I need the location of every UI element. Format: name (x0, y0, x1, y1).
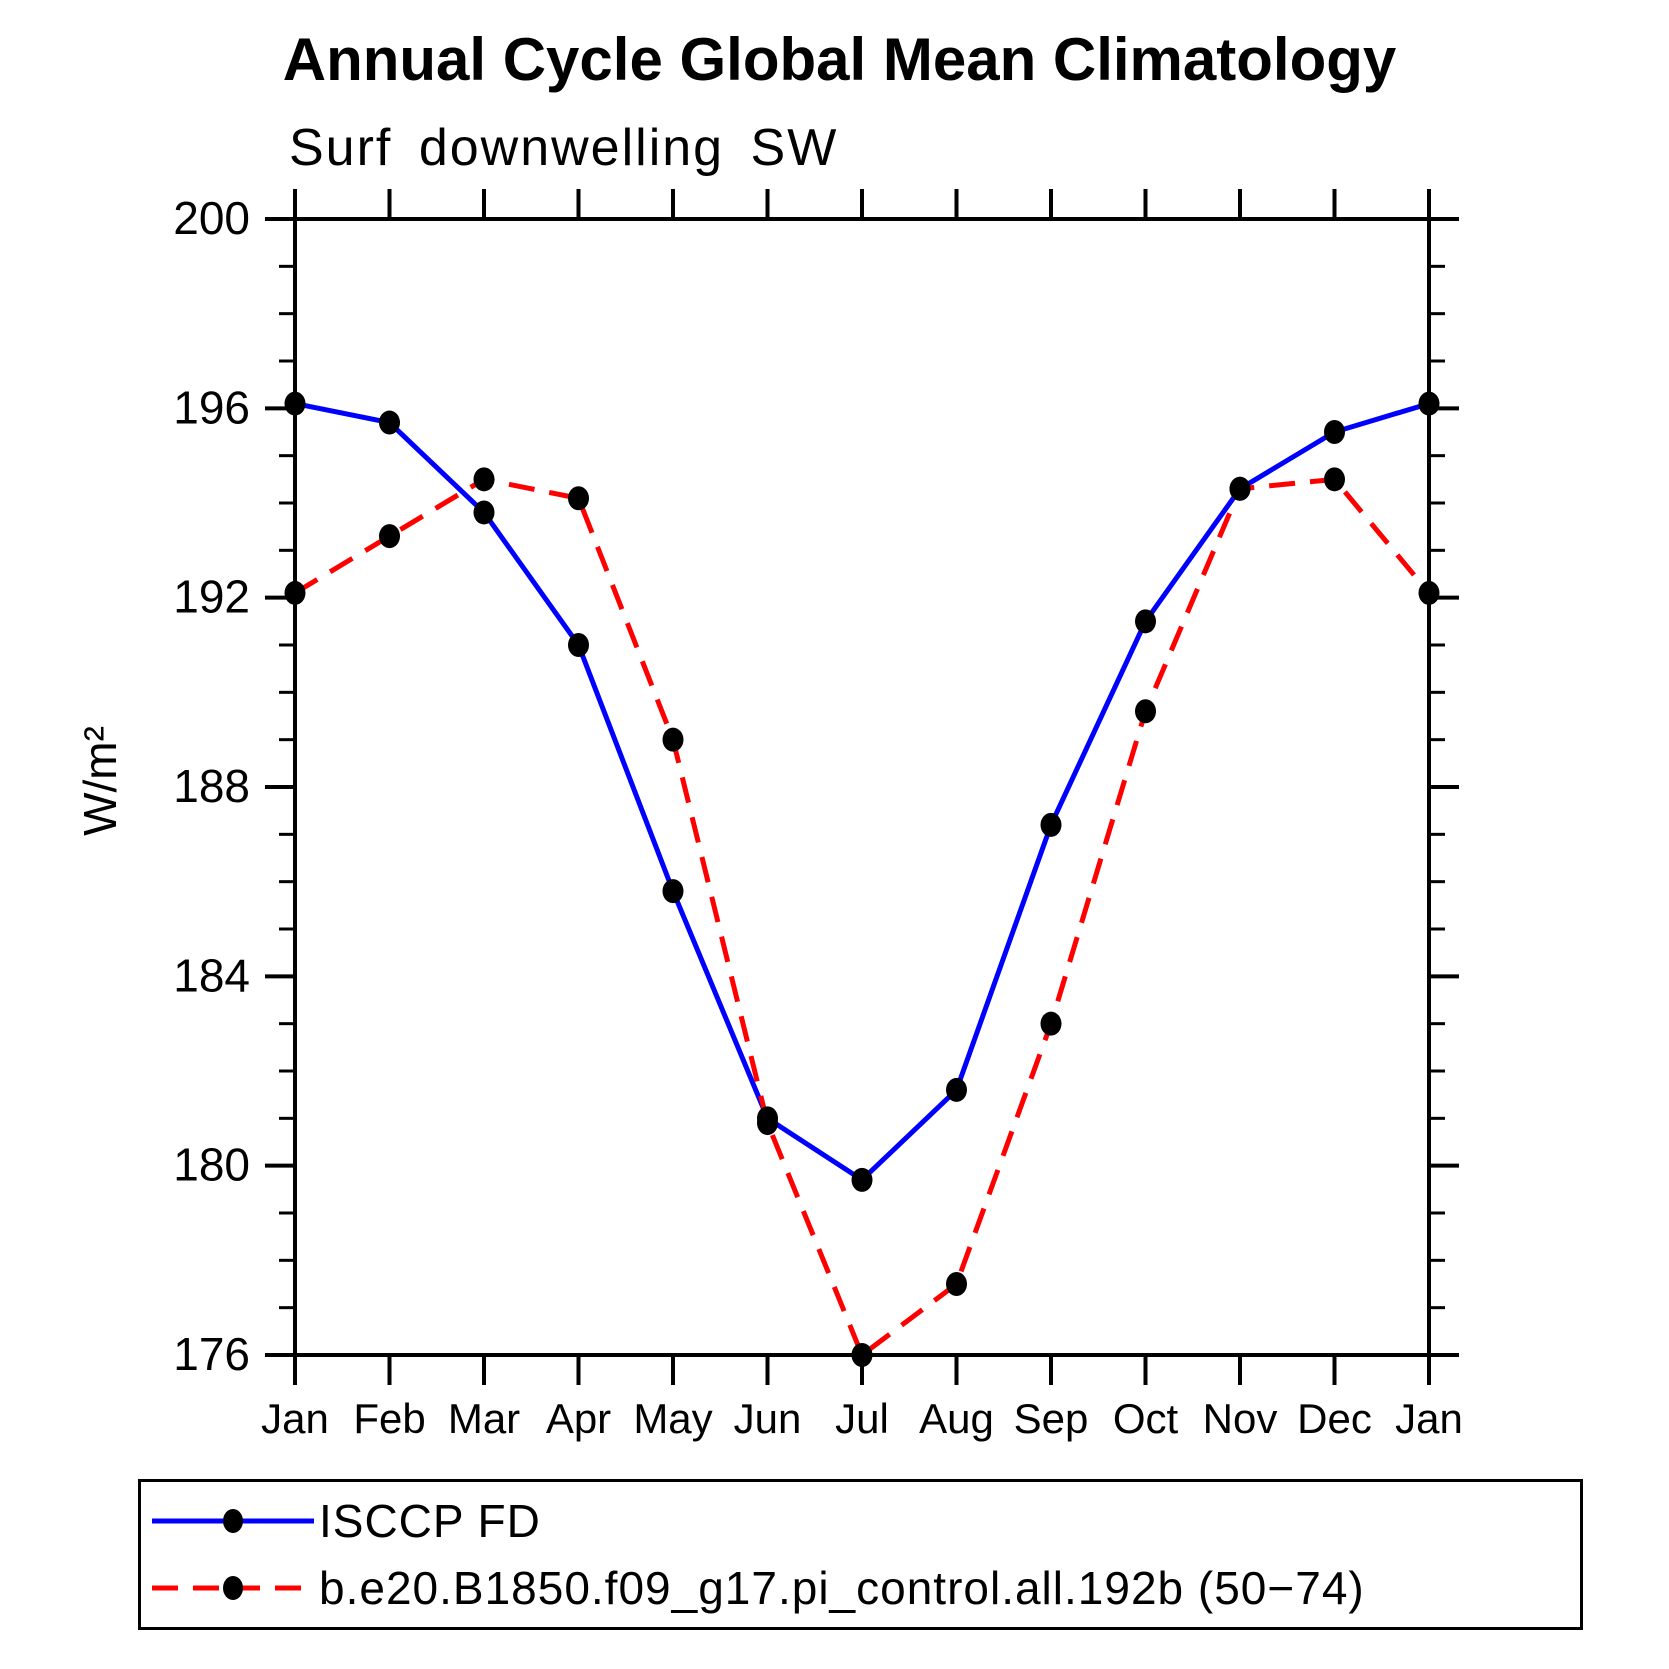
x-tick-label: May (633, 1395, 712, 1442)
x-tick-label: Feb (353, 1395, 425, 1442)
chart-subtitle: Surf downwelling SW (289, 119, 839, 177)
data-point-marker (379, 524, 400, 549)
x-tick-label: Jul (835, 1395, 889, 1442)
data-point-marker (662, 727, 684, 752)
data-point-marker (851, 1343, 873, 1367)
x-tick-label: Dec (1297, 1395, 1372, 1442)
legend-item-isccp: ISCCP FD (145, 1498, 541, 1544)
data-point-marker (1418, 580, 1440, 605)
data-point-marker (1418, 391, 1440, 416)
y-tick-label: 180 (173, 1139, 250, 1191)
x-tick-label: Aug (919, 1395, 994, 1442)
y-tick-label: 192 (173, 571, 250, 623)
x-tick-label: Mar (448, 1395, 520, 1442)
data-point-marker (1324, 420, 1345, 444)
data-point-marker (284, 580, 306, 605)
data-point-marker (851, 1167, 873, 1192)
y-tick-label: 184 (173, 949, 250, 1001)
y-tick-label: 196 (173, 381, 250, 433)
x-tick-label: Jan (261, 1395, 329, 1442)
legend-sample-solid (152, 1509, 314, 1533)
x-tick-label: Jun (734, 1395, 802, 1442)
x-tick-label: Jan (1395, 1395, 1463, 1442)
series-line-0 (294, 401, 1430, 1184)
data-point-marker (1040, 812, 1062, 837)
data-point-marker (757, 1111, 778, 1136)
x-tick-label: Nov (1203, 1395, 1278, 1442)
legend-sample-dashed (152, 1576, 314, 1600)
x-tick-label: Sep (1014, 1395, 1089, 1442)
legend-item-model: b.e20.B1850.f09_g17.pi_control.all.192b … (145, 1565, 1365, 1611)
series-line-1 (293, 476, 1431, 1359)
data-point-marker (379, 410, 400, 435)
data-point-marker (1040, 1011, 1062, 1036)
data-point-marker (662, 879, 684, 904)
data-point-marker (1135, 699, 1156, 724)
legend-marker-icon (223, 1576, 243, 1600)
data-point-marker (1324, 467, 1345, 492)
legend-label-model: b.e20.B1850.f09_g17.pi_control.all.192b … (319, 1562, 1365, 1614)
data-point-marker (284, 391, 306, 416)
y-tick-label: 188 (173, 760, 250, 812)
x-tick-label: Apr (546, 1395, 611, 1442)
data-point-marker (473, 500, 495, 525)
data-point-marker (568, 633, 589, 657)
legend-box: ISCCP FD b.e20.B1850.f09_g17.pi_control.… (138, 1479, 1583, 1630)
data-point-marker (568, 486, 589, 511)
data-point-marker (946, 1272, 967, 1296)
legend-label-isccp: ISCCP FD (319, 1495, 541, 1547)
y-tick-label: 176 (173, 1328, 250, 1380)
x-tick-label: Oct (1113, 1395, 1179, 1442)
data-point-marker (1135, 609, 1156, 634)
chart-title: Annual Cycle Global Mean Climatology (282, 26, 1397, 93)
data-point-marker (1229, 476, 1251, 501)
y-tick-label: 200 (173, 192, 250, 244)
data-point-marker (473, 467, 495, 492)
data-point-marker (946, 1077, 967, 1102)
legend-marker-icon (223, 1509, 243, 1533)
